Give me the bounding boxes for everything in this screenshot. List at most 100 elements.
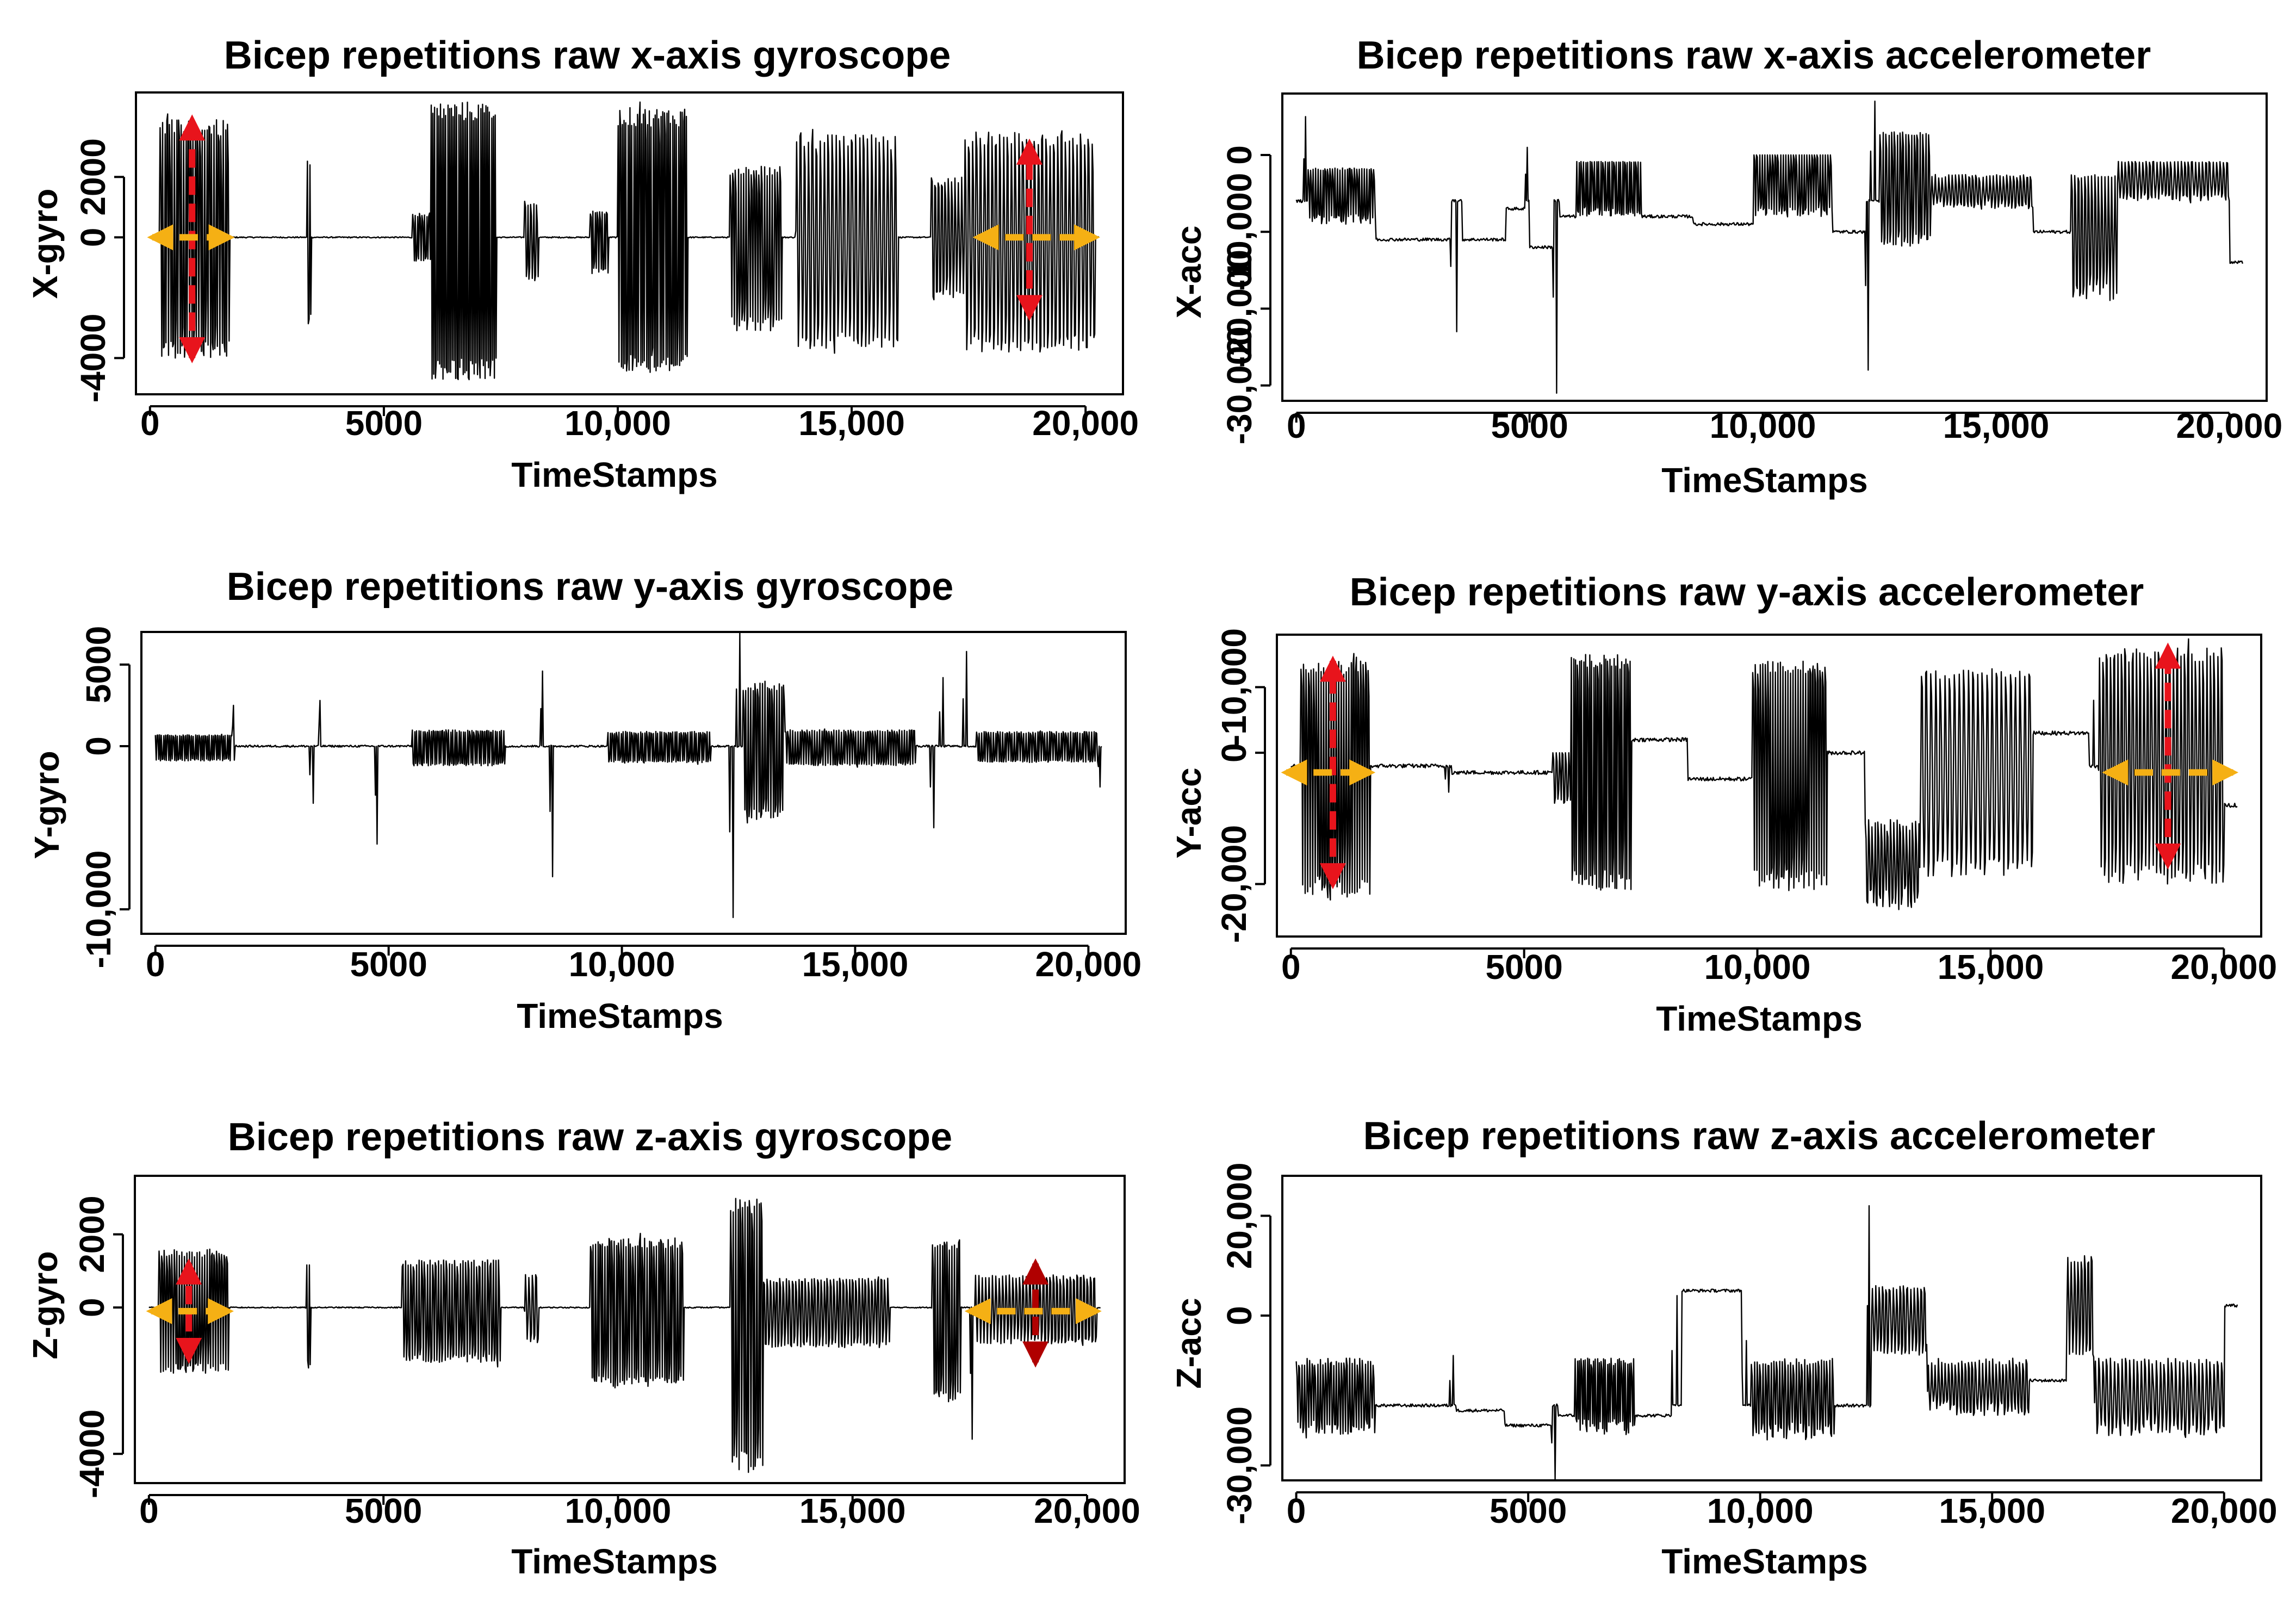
- signal-line: [148, 1198, 1101, 1473]
- x-tick-label: 15,000: [1938, 947, 2044, 987]
- x-tick-label: 10,000: [1704, 947, 1811, 987]
- x-axis: 0 5000 10,000 15,000 20,000: [1287, 406, 2282, 445]
- chart-title: Bicep repetitions raw x-axis acceleromet…: [1357, 34, 2151, 77]
- chart-title: Bicep repetitions raw y-axis gyroscope: [227, 565, 953, 609]
- plot-area: [154, 631, 1102, 919]
- x-tick-label: 10,000: [569, 945, 675, 984]
- x-axis: 0 5000 10,000 15,000 20,000: [140, 404, 1139, 443]
- chart-panel-y-acc: Bicep repetitions raw y-axis acceleromet…: [1169, 571, 2277, 1038]
- chart-panel-y-gyro: Bicep repetitions raw y-axis gyroscope 0…: [27, 565, 1141, 1035]
- plot-area: [1295, 100, 2244, 394]
- y-tick-label: 20,000: [1220, 1163, 1259, 1269]
- y-tick-label: -30,000: [1220, 1406, 1259, 1524]
- x-tick-label: 5000: [345, 1491, 422, 1530]
- x-tick-label: 15,000: [802, 945, 909, 984]
- y-tick-label: -4000: [72, 1409, 111, 1498]
- y-tick-label: 2000: [73, 138, 113, 215]
- y-axis-label: X-gyro: [26, 189, 65, 299]
- y-tick-label: 2000: [72, 1195, 111, 1273]
- x-axis-label: TimeStamps: [1661, 461, 1867, 500]
- y-axis: -30,000-20,000-10,000 0: [1220, 145, 1271, 444]
- chart-panel-x-gyro: Bicep repetitions raw x-axis gyroscope 0…: [26, 34, 1139, 494]
- chart-title: Bicep repetitions raw y-axis acceleromet…: [1350, 571, 2144, 614]
- plot-frame: [1281, 1175, 2262, 1481]
- x-tick-label: 0: [1287, 406, 1306, 445]
- x-axis-label: TimeStamps: [517, 996, 723, 1035]
- x-tick-label: 10,000: [564, 404, 671, 443]
- y-tick-label: 0: [79, 736, 118, 756]
- signal-line: [1295, 100, 2244, 394]
- signal-line: [150, 101, 1099, 381]
- plot-frame: [1281, 92, 2268, 402]
- x-tick-label: 5000: [1485, 947, 1562, 987]
- x-axis-label: TimeStamps: [511, 455, 717, 494]
- chart-panel-x-acc: Bicep repetitions raw x-axis acceleromet…: [1169, 34, 2282, 500]
- x-tick-label: 20,000: [1032, 404, 1139, 443]
- x-axis-label: TimeStamps: [511, 1542, 717, 1581]
- signal-line: [1295, 1205, 2238, 1481]
- y-axis-label: Z-acc: [1169, 1298, 1208, 1388]
- x-tick-label: 0: [140, 404, 160, 443]
- x-tick-label: 15,000: [799, 1491, 906, 1530]
- signal-line: [154, 631, 1102, 919]
- x-axis: 0 5000 10,000 15,000 20,000: [139, 1491, 1140, 1530]
- y-tick-label: 0: [1220, 145, 1259, 165]
- x-tick-label: 15,000: [1943, 406, 2050, 445]
- y-tick-label: -10,000: [1214, 628, 1254, 746]
- y-tick-label: -10,000: [79, 850, 118, 968]
- plot-area: [146, 1198, 1102, 1473]
- y-tick-label: 0: [72, 1298, 111, 1317]
- x-axis-label: TimeStamps: [1661, 1542, 1867, 1581]
- x-tick-label: 20,000: [2176, 406, 2282, 445]
- y-tick-label: -4000: [73, 314, 113, 403]
- y-tick-label: -20,000: [1214, 825, 1254, 943]
- y-axis: -4000 0 2000: [72, 1195, 124, 1498]
- y-axis: -10,000 0 5000: [79, 626, 131, 969]
- plot-frame: [1276, 634, 2262, 938]
- plot-frame: [135, 91, 1124, 395]
- y-axis-label: Y-acc: [1169, 767, 1208, 858]
- y-axis-label: Z-gyro: [26, 1251, 65, 1359]
- chart-title: Bicep repetitions raw x-axis gyroscope: [224, 34, 951, 77]
- x-axis: 0 5000 10,000 15,000 20,000: [146, 945, 1141, 984]
- y-tick-label: 0: [1214, 743, 1254, 762]
- y-axis: -20,000 0-10,000: [1214, 628, 1266, 943]
- x-axis: 0 5000 10,000 15,000 20,000: [1287, 1491, 2278, 1530]
- y-tick-label: 0: [1220, 1306, 1259, 1325]
- y-axis: -30,000 0 20,000: [1220, 1163, 1271, 1524]
- signal-line: [1290, 638, 2238, 910]
- y-tick-label: 0: [73, 228, 113, 247]
- y-axis: -4000 0 2000: [73, 138, 125, 403]
- y-axis-label: Y-gyro: [27, 751, 66, 859]
- x-tick-label: 5000: [350, 945, 427, 984]
- x-tick-label: 15,000: [1939, 1491, 2045, 1530]
- x-tick-label: 5000: [345, 404, 423, 443]
- x-axis-label: TimeStamps: [1656, 999, 1862, 1038]
- x-tick-label: 10,000: [1710, 406, 1816, 445]
- chart-panel-z-gyro: Bicep repetitions raw z-axis gyroscope 0…: [26, 1115, 1140, 1581]
- x-axis: 0 5000 10,000 15,000 20,000: [1281, 947, 2277, 987]
- x-tick-label: 5000: [1490, 1491, 1567, 1530]
- x-tick-label: 5000: [1491, 406, 1568, 445]
- x-tick-label: 0: [1287, 1491, 1306, 1530]
- x-tick-label: 10,000: [1707, 1491, 1814, 1530]
- plot-frame: [134, 1175, 1126, 1484]
- x-tick-label: 0: [146, 945, 165, 984]
- x-tick-label: 0: [139, 1491, 159, 1530]
- x-tick-label: 15,000: [798, 404, 905, 443]
- x-tick-label: 10,000: [565, 1491, 672, 1530]
- x-tick-label: 20,000: [1035, 945, 1141, 984]
- y-tick-label: -10,000: [1220, 173, 1259, 291]
- x-tick-label: 20,000: [1034, 1491, 1140, 1530]
- x-tick-label: 0: [1281, 947, 1301, 987]
- plot-area: [1281, 638, 2239, 910]
- plot-area: [1295, 1205, 2238, 1481]
- x-tick-label: 20,000: [2170, 947, 2277, 987]
- plot-area: [147, 101, 1100, 381]
- y-axis-label: X-acc: [1169, 226, 1208, 319]
- chart-title: Bicep repetitions raw z-axis acceleromet…: [1363, 1114, 2156, 1158]
- chart-panel-z-acc: Bicep repetitions raw z-axis acceleromet…: [1169, 1114, 2278, 1581]
- y-tick-label: -20,000: [1220, 250, 1259, 368]
- y-tick-label: -30,000: [1220, 326, 1259, 444]
